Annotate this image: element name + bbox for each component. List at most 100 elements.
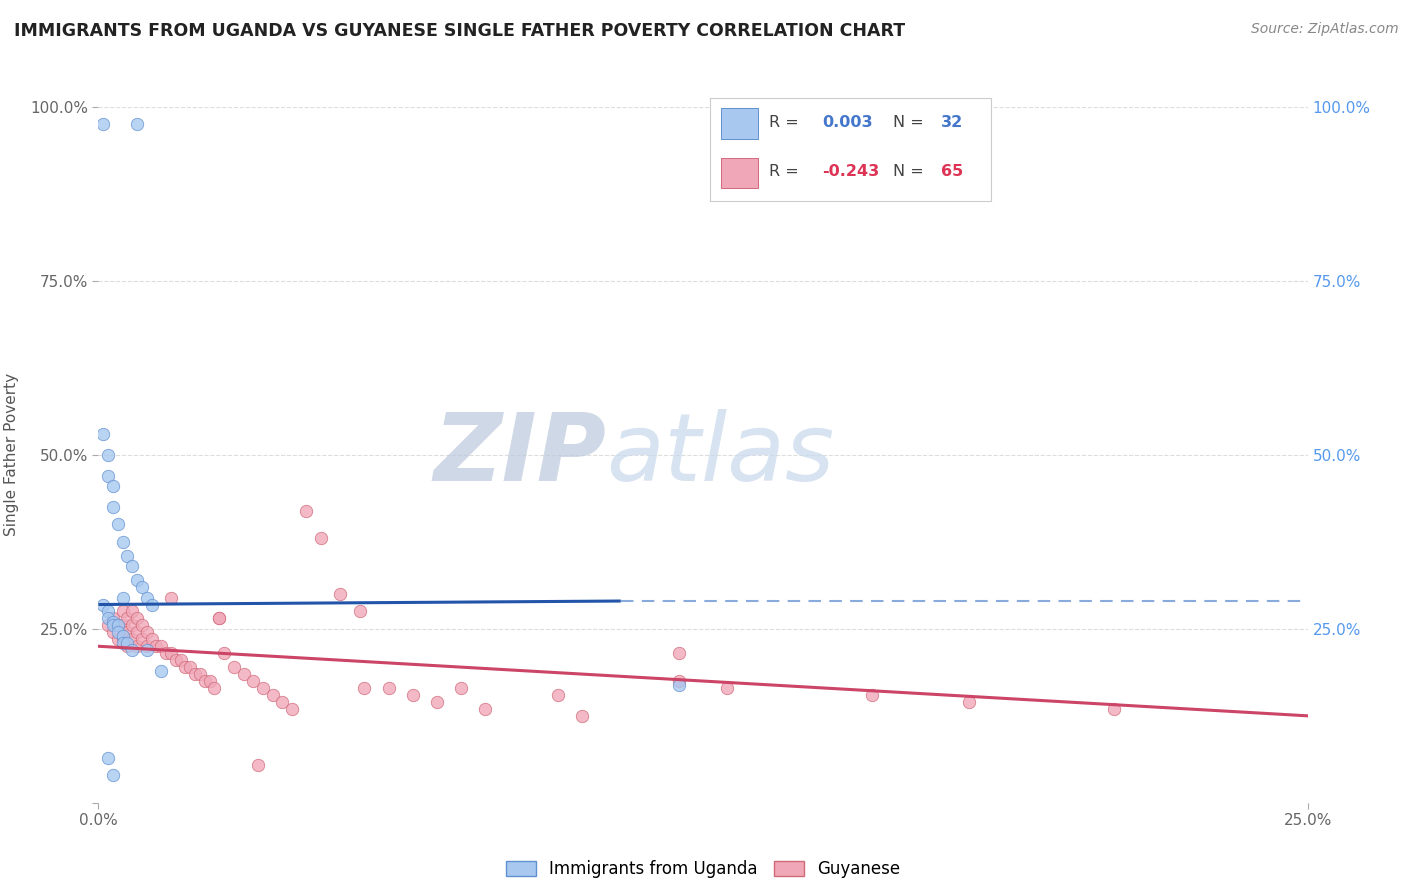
Point: [107, 625, 129, 640]
Point: [117, 549, 139, 563]
Point: [212, 646, 235, 660]
Point: [97, 750, 120, 764]
Text: R =: R =: [769, 164, 804, 179]
Point: [474, 702, 496, 716]
Point: [571, 708, 593, 723]
Point: [155, 646, 177, 660]
Point: [101, 611, 124, 625]
Point: [101, 618, 124, 632]
Point: [121, 632, 143, 647]
Point: [121, 642, 143, 657]
Point: [188, 667, 211, 681]
Point: [117, 639, 139, 653]
Point: [127, 611, 149, 625]
Point: [145, 639, 167, 653]
Point: [165, 653, 187, 667]
Point: [242, 674, 264, 689]
Point: [668, 677, 690, 691]
Point: [668, 674, 690, 689]
Text: N =: N =: [893, 115, 929, 130]
Point: [121, 618, 143, 632]
Point: [450, 681, 472, 695]
Point: [97, 468, 120, 483]
Point: [131, 618, 153, 632]
Point: [111, 636, 134, 650]
Point: [169, 653, 191, 667]
Point: [208, 611, 231, 625]
Point: [426, 695, 449, 709]
Point: [117, 625, 139, 640]
Point: [127, 639, 149, 653]
Point: [135, 642, 157, 657]
Point: [247, 757, 270, 772]
Point: [668, 646, 690, 660]
Text: IMMIGRANTS FROM UGANDA VS GUYANESE SINGLE FATHER POVERTY CORRELATION CHART: IMMIGRANTS FROM UGANDA VS GUYANESE SINGL…: [14, 22, 905, 40]
Text: ZIP: ZIP: [433, 409, 606, 501]
Point: [111, 591, 134, 605]
Point: [547, 688, 569, 702]
Point: [160, 591, 183, 605]
Point: [101, 625, 124, 640]
Point: [198, 674, 221, 689]
Point: [353, 681, 375, 695]
Text: 32: 32: [941, 115, 963, 130]
Point: [107, 618, 129, 632]
Point: [107, 632, 129, 647]
Point: [91, 598, 114, 612]
Y-axis label: Single Father Poverty: Single Father Poverty: [4, 374, 18, 536]
Point: [281, 702, 304, 716]
Point: [107, 517, 129, 532]
Point: [184, 667, 207, 681]
Text: Source: ZipAtlas.com: Source: ZipAtlas.com: [1251, 22, 1399, 37]
Point: [309, 532, 332, 546]
Point: [117, 636, 139, 650]
Point: [150, 664, 173, 678]
Point: [174, 660, 197, 674]
Point: [295, 503, 318, 517]
Point: [329, 587, 352, 601]
Point: [127, 117, 149, 131]
Text: N =: N =: [893, 164, 929, 179]
Point: [135, 591, 157, 605]
Point: [402, 688, 425, 702]
Point: [194, 674, 217, 689]
Point: [91, 117, 114, 131]
Point: [107, 618, 129, 632]
Point: [131, 580, 153, 594]
Point: [252, 681, 274, 695]
Bar: [721, 158, 758, 188]
Point: [262, 688, 284, 702]
Point: [97, 605, 120, 619]
Point: [127, 573, 149, 587]
Point: [91, 427, 114, 442]
Legend: Immigrants from Uganda, Guyanese: Immigrants from Uganda, Guyanese: [499, 854, 907, 885]
Point: [141, 632, 163, 647]
Point: [150, 639, 173, 653]
Text: 65: 65: [941, 164, 963, 179]
Point: [131, 632, 153, 647]
Point: [377, 681, 399, 695]
Point: [101, 768, 124, 782]
Point: [208, 611, 231, 625]
Point: [716, 681, 738, 695]
Point: [97, 611, 120, 625]
Point: [121, 559, 143, 574]
Point: [141, 598, 163, 612]
Point: [135, 639, 157, 653]
Point: [957, 695, 980, 709]
Text: 0.003: 0.003: [823, 115, 873, 130]
Text: R =: R =: [769, 115, 804, 130]
Point: [135, 625, 157, 640]
Point: [111, 632, 134, 647]
Point: [111, 535, 134, 549]
Point: [349, 605, 371, 619]
Bar: [721, 108, 758, 139]
Point: [111, 605, 134, 619]
Point: [101, 500, 124, 514]
Point: [127, 625, 149, 640]
Point: [117, 611, 139, 625]
Point: [111, 629, 134, 643]
Point: [97, 448, 120, 462]
Point: [121, 605, 143, 619]
Point: [101, 479, 124, 493]
